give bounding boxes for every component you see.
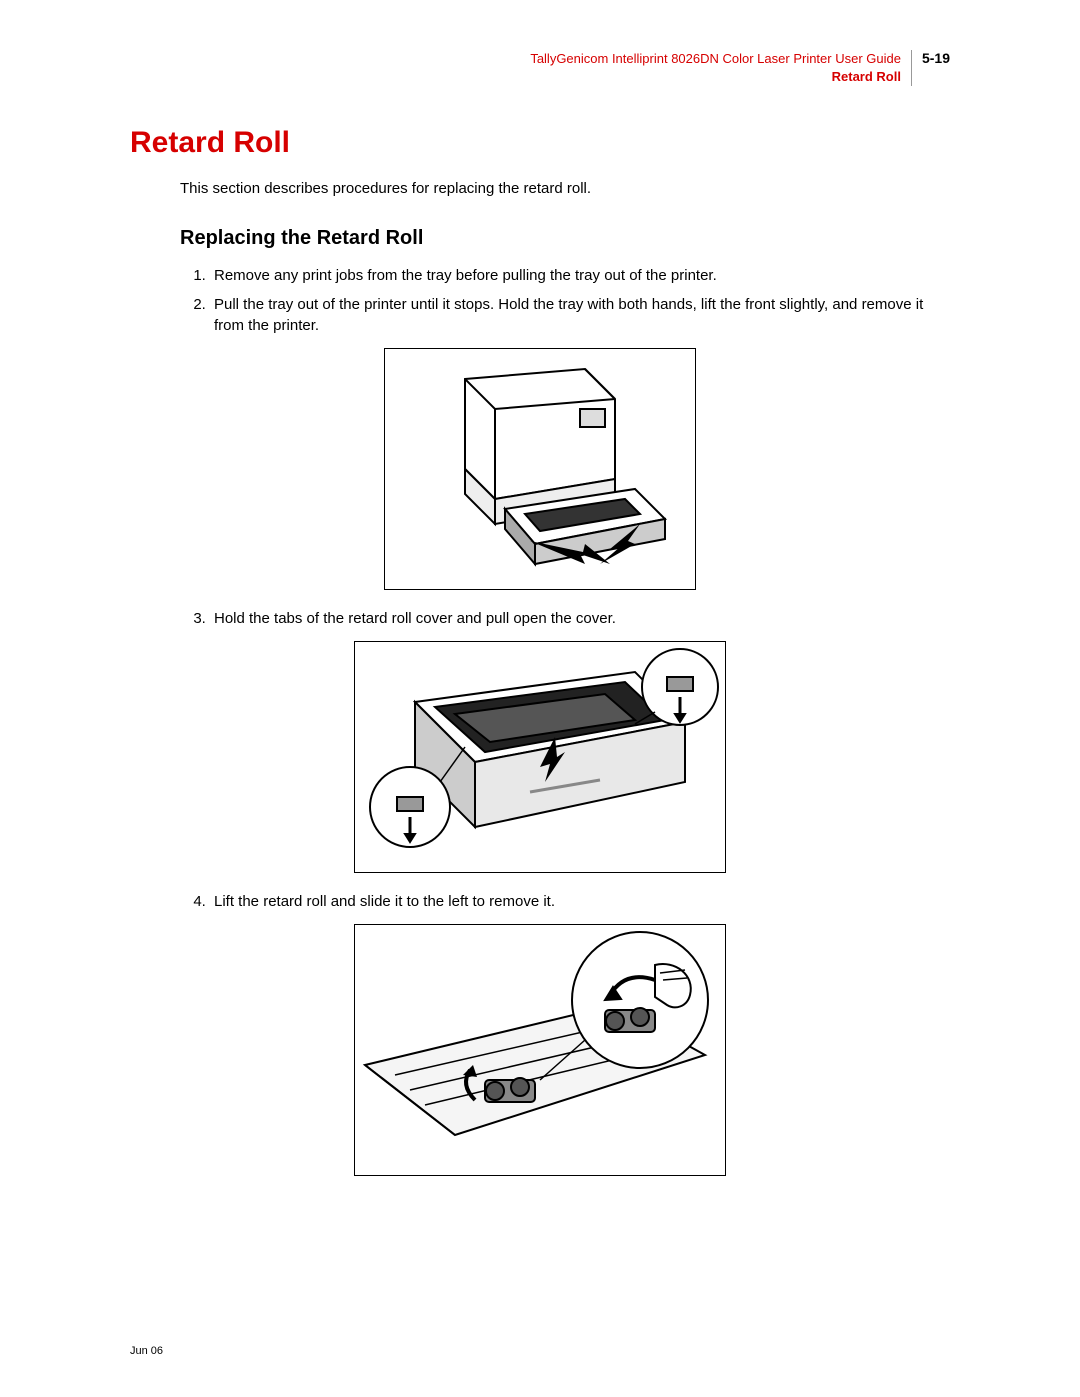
steps-list-cont-3: Hold the tabs of the retard roll cover a…: [190, 608, 950, 629]
page-title: Retard Roll: [130, 126, 950, 160]
retard-roll-removal-illustration: [355, 925, 725, 1175]
steps-list-cont-4: Lift the retard roll and slide it to the…: [190, 891, 950, 912]
step-item: Hold the tabs of the retard roll cover a…: [210, 608, 950, 629]
figure-2-box: [354, 641, 726, 873]
step-item: Lift the retard roll and slide it to the…: [210, 891, 950, 912]
page-header: TallyGenicom Intelliprint 8026DN Color L…: [130, 50, 950, 86]
header-section-name: Retard Roll: [530, 68, 901, 86]
steps-list: Remove any print jobs from the tray befo…: [190, 265, 950, 336]
step-item: Remove any print jobs from the tray befo…: [210, 265, 950, 286]
figure-2: [130, 641, 950, 873]
figure-1: [130, 348, 950, 590]
header-text-block: TallyGenicom Intelliprint 8026DN Color L…: [530, 50, 912, 86]
printer-tray-illustration: [385, 349, 695, 589]
tray-cover-illustration: [355, 642, 725, 872]
figure-3-box: [354, 924, 726, 1176]
figure-3: [130, 924, 950, 1176]
header-guide-title: TallyGenicom Intelliprint 8026DN Color L…: [530, 50, 901, 68]
footer-date: Jun 06: [130, 1345, 163, 1357]
header-page-number: 5-19: [912, 50, 950, 66]
document-page: TallyGenicom Intelliprint 8026DN Color L…: [0, 0, 1080, 1397]
intro-paragraph: This section describes procedures for re…: [180, 180, 950, 197]
step-item: Pull the tray out of the printer until i…: [210, 294, 950, 336]
figure-1-box: [384, 348, 696, 590]
subheading: Replacing the Retard Roll: [180, 227, 950, 250]
